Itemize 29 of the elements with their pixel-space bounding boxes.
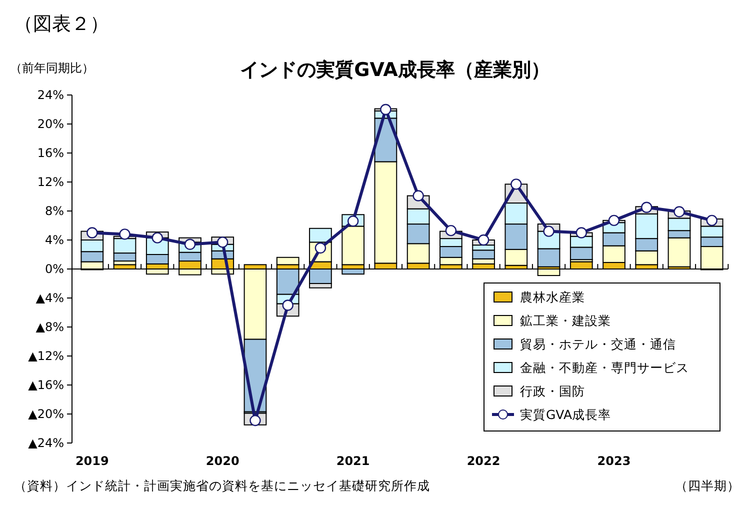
legend-label: 農林水産業 <box>520 289 585 304</box>
text: （図表２） <box>14 13 109 35</box>
text: （資料）インド統計・計画実施省の資料を基にニッセイ基礎研究所作成 <box>14 478 430 493</box>
y-tick-label: ▲12% <box>28 349 64 364</box>
legend-label: 鉱工業・建設業 <box>520 312 611 328</box>
y-tick-label: 16% <box>37 146 64 160</box>
legend-label: 貿易・ホテル・交通・通信 <box>520 336 676 352</box>
y-tick-label: ▲20% <box>28 407 64 422</box>
x-tick-label: 2020 <box>206 454 240 468</box>
y-tick-label: 12% <box>37 175 64 190</box>
legend-label: 実質GVA成長率 <box>520 406 611 422</box>
legend-label: 行政・国防 <box>520 383 585 398</box>
y-tick-label: ▲24% <box>28 436 64 450</box>
y-tick-label: 24% <box>37 88 64 102</box>
legend-label: 金融・不動産・専門サービス <box>520 360 689 375</box>
x-tick-label: 2023 <box>597 454 631 468</box>
x-tick-label: 2021 <box>336 454 370 468</box>
y-tick-label: 8% <box>44 204 64 218</box>
chart-title: インドの実質GVA成長率（産業別） <box>240 59 550 81</box>
y-tick-label: ▲8% <box>36 320 64 334</box>
y-axis-title: （前年同期比） <box>10 61 94 75</box>
x-axis-title: （四半期） <box>675 478 740 493</box>
y-tick-label: ▲4% <box>36 291 64 306</box>
x-tick-label: 2022 <box>466 454 500 468</box>
y-tick-label: 20% <box>37 117 64 132</box>
y-tick-label: ▲16% <box>28 378 64 392</box>
y-tick-label: 0% <box>44 262 64 276</box>
y-tick-label: 4% <box>44 233 64 248</box>
x-tick-label: 2019 <box>75 454 109 468</box>
